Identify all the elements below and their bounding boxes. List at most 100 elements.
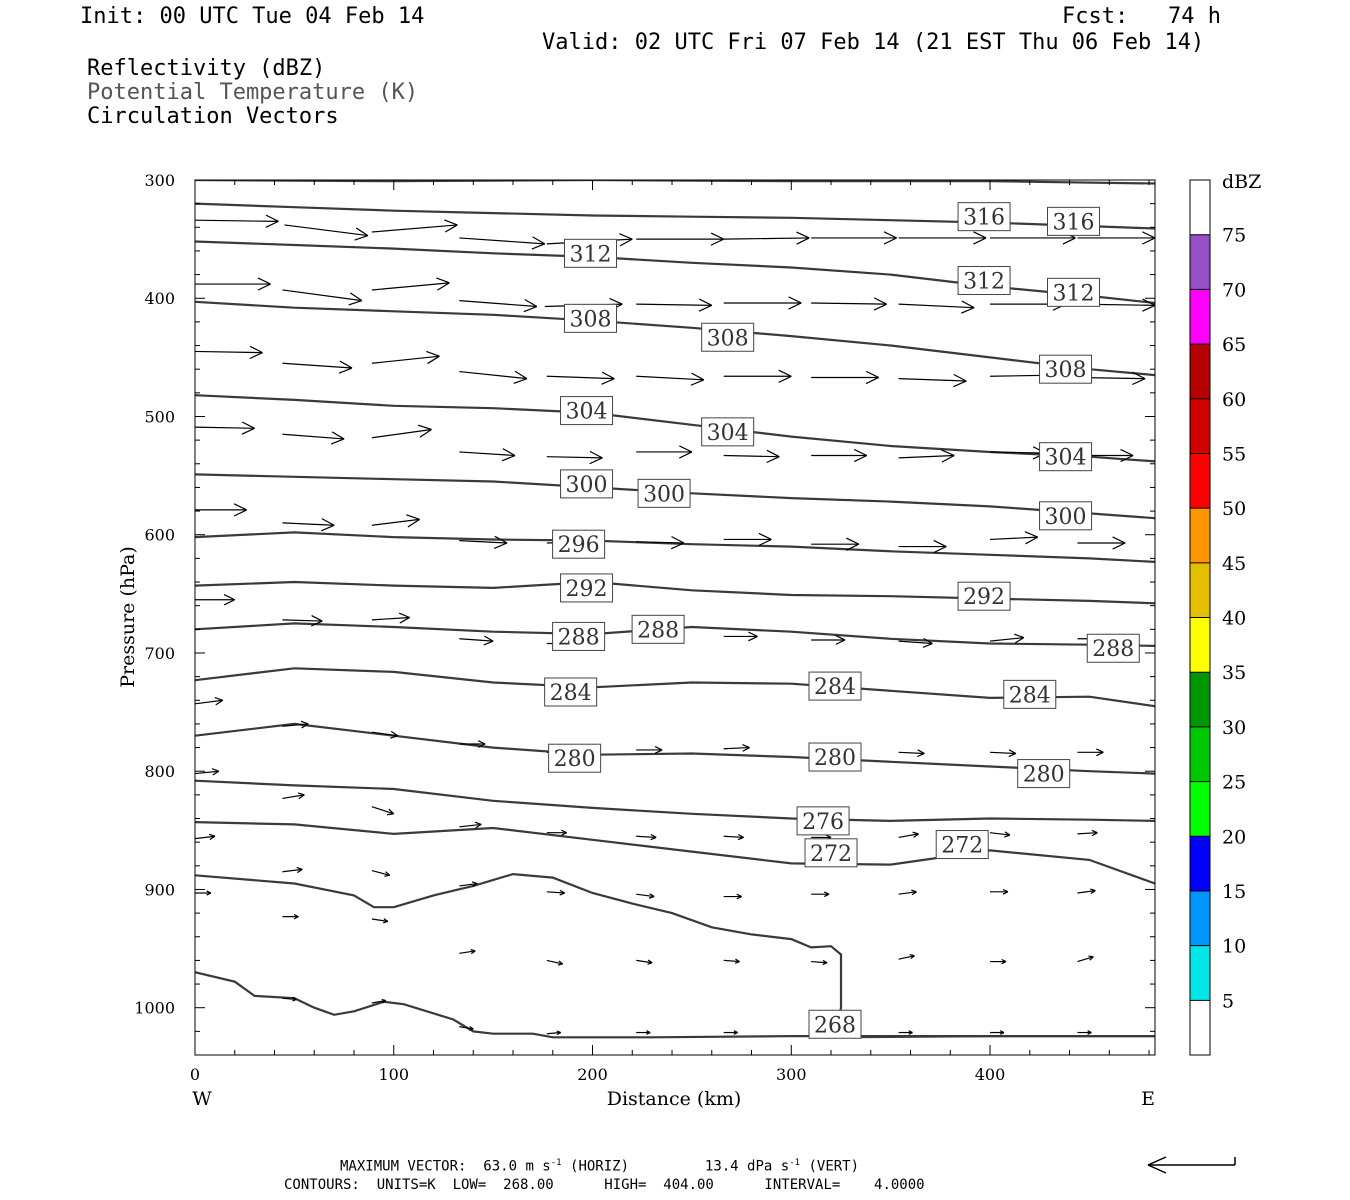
theta-contour-268 (195, 872, 1155, 1039)
contour-label: 280 (548, 743, 602, 773)
circulation-vector (195, 421, 255, 435)
circulation-vector (636, 232, 724, 246)
y-tick-label: 800 (144, 762, 175, 781)
x-axis-label: Distance (km) (607, 1088, 742, 1110)
contour-label-text: 284 (550, 681, 592, 706)
circulation-vector (723, 231, 810, 245)
contour-label-text: 316 (963, 206, 1005, 231)
y-tick-label: 300 (144, 171, 175, 190)
contour-label: 284 (544, 677, 598, 707)
contour-label-text: 288 (1092, 637, 1134, 662)
contour-label-text: 316 (1053, 210, 1095, 235)
circulation-vector (371, 869, 391, 877)
contour-label: 280 (1017, 759, 1071, 789)
contour-label: 288 (631, 614, 685, 644)
circulation-vector (282, 792, 305, 800)
contour-label-text: 312 (570, 242, 612, 267)
circulation-vector (282, 615, 323, 627)
circulation-vector (371, 219, 458, 233)
contour-label-text: 300 (643, 482, 685, 507)
contour-label: 292 (957, 581, 1011, 611)
colorbar-swatch (1190, 562, 1210, 618)
circulation-vector (1077, 829, 1098, 837)
circulation-vector (636, 1030, 651, 1035)
theta-contour-280 (195, 722, 1155, 775)
circulation-vector (636, 445, 693, 459)
contour-label-text: 300 (566, 473, 608, 498)
circulation-vector (636, 372, 705, 386)
contour-label: 312 (564, 238, 618, 268)
circulation-vector (898, 831, 919, 839)
circulation-vector (459, 740, 486, 748)
circulation-vector (371, 424, 432, 439)
theta-contour-300 (195, 473, 1155, 520)
y-tick-label: 600 (144, 526, 175, 545)
contour-label-text: 288 (637, 618, 679, 643)
circulation-vector (195, 503, 247, 517)
contour-label-text: 272 (941, 834, 983, 859)
circulation-vector (546, 450, 603, 465)
circulation-vector (1077, 748, 1104, 757)
circulation-vector (284, 224, 369, 241)
theta-contour-288 (195, 622, 1155, 647)
contour-label-text: 268 (814, 1013, 856, 1038)
colorbar-swatch (1190, 781, 1210, 837)
circulation-vector (1077, 888, 1096, 895)
theta-contour-308 (195, 300, 1155, 377)
colorbar-swatch (1190, 672, 1210, 727)
circulation-vector (723, 958, 740, 964)
colorbar-tick-label: 5 (1222, 990, 1234, 1012)
circulation-vector (898, 449, 955, 463)
colorbar-tick-label: 15 (1222, 881, 1246, 903)
circulation-vector (459, 821, 482, 829)
contour-label: 292 (560, 573, 614, 603)
contour-label-text: 292 (963, 585, 1005, 610)
circulation-vector (898, 231, 987, 245)
contour-label-text: 312 (963, 270, 1005, 295)
circulation-vector (282, 289, 363, 306)
circulation-vector (723, 893, 742, 900)
circulation-vector (459, 535, 508, 550)
circulation-vector (459, 236, 546, 250)
circulation-vector (459, 370, 528, 384)
contour-label: 296 (552, 529, 606, 559)
circulation-vector (195, 697, 224, 706)
circulation-vector (898, 373, 967, 388)
contour-label-text: 296 (558, 533, 600, 558)
field-circulation-vectors: Circulation Vectors (87, 104, 339, 129)
horiz-unit: (HORIZ) (570, 1158, 630, 1175)
contour-label: 272 (935, 830, 989, 860)
circulation-vector (282, 518, 335, 532)
circulation-vector (898, 749, 925, 758)
field-reflectivity: Reflectivity (dBZ) (87, 56, 326, 81)
circulation-vector (282, 996, 297, 1002)
contour-label-text: 304 (707, 421, 749, 446)
circulation-vector (371, 730, 399, 739)
valid-time: Valid: 02 UTC Fri 07 Feb 14 (21 EST Thu … (542, 30, 1205, 55)
y-tick-label: 500 (144, 407, 175, 426)
contour-label-text: 272 (810, 842, 852, 867)
circulation-vector (371, 514, 420, 528)
colorbar-swatch (1190, 617, 1210, 673)
circulation-vector (371, 350, 440, 365)
circulation-vector (990, 1030, 1005, 1035)
colorbar-tick-label: 30 (1222, 717, 1246, 739)
circulation-vector (1077, 231, 1155, 245)
circulation-vector (282, 720, 309, 729)
circulation-vector (195, 214, 279, 228)
max-vert-value: 13.4 (704, 1158, 739, 1175)
contour-label: 280 (808, 742, 862, 772)
circulation-vector (990, 749, 1017, 758)
circulation-vector (636, 746, 663, 754)
contour-label: 312 (957, 266, 1011, 296)
colorbar-swatch (1190, 1000, 1210, 1055)
colorbar-tick-label: 65 (1222, 334, 1246, 356)
theta-contour-320 (195, 180, 1155, 185)
circulation-vector (371, 918, 389, 924)
circulation-vector (195, 890, 212, 896)
theta-contour-316 (195, 202, 1155, 230)
contour-label-text: 288 (558, 625, 600, 650)
contour-label: 316 (957, 202, 1011, 232)
contour-label-text: 312 (1053, 281, 1095, 306)
max-vector-line: MAXIMUM VECTOR: 63.0 m s-1 (HORIZ) 13.4 … (340, 1158, 860, 1175)
